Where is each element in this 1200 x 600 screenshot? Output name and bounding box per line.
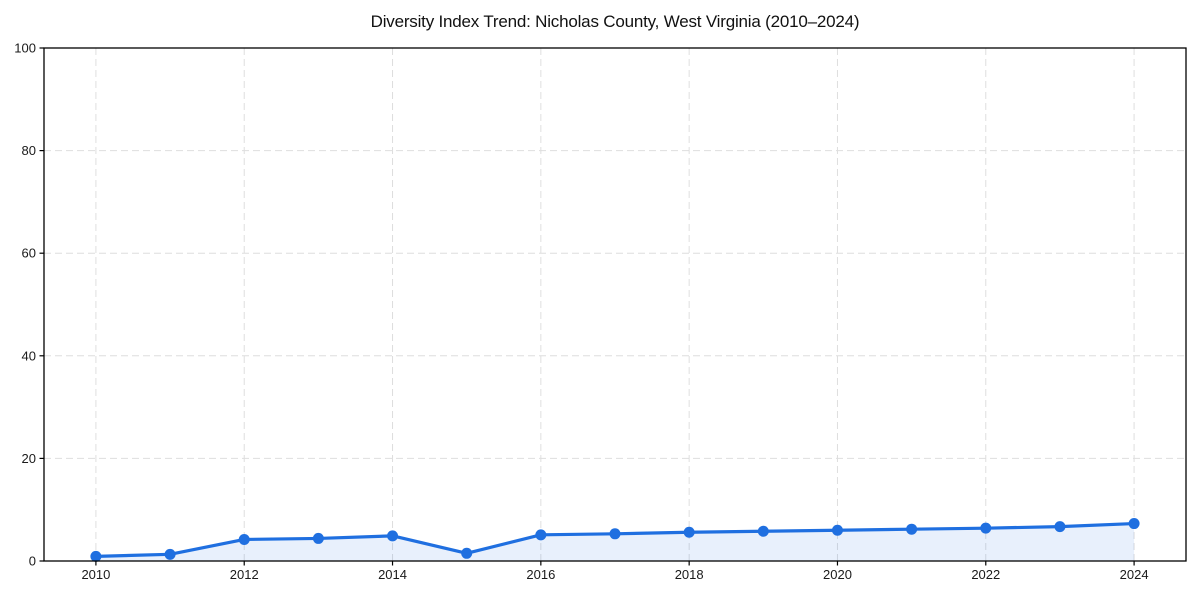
data-point bbox=[906, 523, 918, 535]
x-tick-label: 2018 bbox=[675, 567, 704, 582]
data-point bbox=[1128, 518, 1140, 530]
data-point bbox=[312, 532, 324, 544]
y-tick-label: 40 bbox=[22, 348, 36, 363]
data-point bbox=[1054, 521, 1066, 533]
axis-tick-marks bbox=[39, 47, 1135, 566]
y-tick-label: 0 bbox=[29, 554, 36, 569]
x-tick-label: 2022 bbox=[971, 567, 1000, 582]
data-point bbox=[387, 530, 399, 542]
data-points bbox=[90, 518, 1140, 562]
y-tick-label: 100 bbox=[14, 41, 36, 56]
data-point bbox=[757, 525, 769, 537]
x-tick-label: 2024 bbox=[1120, 567, 1149, 582]
data-point bbox=[164, 548, 176, 560]
y-tick-label: 20 bbox=[22, 451, 36, 466]
data-point bbox=[609, 528, 621, 540]
data-point bbox=[683, 526, 695, 538]
gridlines bbox=[44, 47, 1186, 562]
data-point bbox=[238, 533, 250, 545]
x-tick-label: 2010 bbox=[81, 567, 110, 582]
x-tick-label: 2016 bbox=[526, 567, 555, 582]
chart-title: Diversity Index Trend: Nicholas County, … bbox=[370, 12, 860, 31]
y-tick-label: 60 bbox=[22, 246, 36, 261]
data-point bbox=[980, 522, 992, 534]
data-point bbox=[535, 529, 547, 541]
x-tick-label: 2014 bbox=[378, 567, 407, 582]
y-tick-label: 80 bbox=[22, 143, 36, 158]
x-tick-label: 2012 bbox=[230, 567, 259, 582]
data-point bbox=[90, 550, 102, 562]
data-point bbox=[831, 524, 843, 536]
area-fill bbox=[95, 523, 1135, 561]
x-tick-label: 2020 bbox=[823, 567, 852, 582]
y-tick-labels: 0 20 40 60 80 100 bbox=[14, 41, 36, 569]
axis-frame bbox=[43, 47, 1187, 562]
series-area bbox=[95, 523, 1135, 561]
x-tick-labels: 2010 2012 2014 2016 2018 2020 2022 2024 bbox=[81, 567, 1148, 582]
data-point bbox=[461, 547, 473, 559]
